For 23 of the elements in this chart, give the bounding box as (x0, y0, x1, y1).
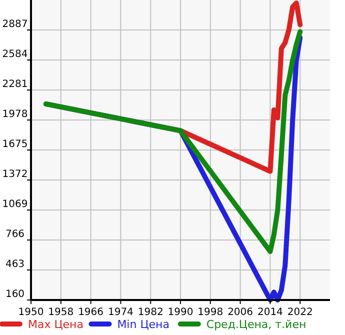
y-tick-label: 1675 (2, 139, 28, 150)
y-tick-label: 463 (5, 259, 25, 270)
x-tick-label: 1998 (198, 307, 224, 318)
x-tick-label: 1974 (108, 307, 134, 318)
x-tick-label: 1982 (138, 307, 164, 318)
x-tick-label: 2014 (257, 307, 283, 318)
y-tick-label: 2584 (2, 49, 28, 60)
legend-label: Max Цена (28, 318, 84, 331)
y-tick-label: 1978 (2, 109, 28, 120)
x-tick-label: 1990 (168, 307, 194, 318)
y-tick-label: 160 (5, 289, 25, 300)
x-tick-label: 1950 (18, 307, 44, 318)
x-tick-label: 1966 (78, 307, 104, 318)
legend-label: Сред.Цена, т.йен (206, 318, 306, 331)
y-tick-label: 766 (5, 229, 25, 240)
x-tick-label: 2006 (228, 307, 254, 318)
y-tick-label: 2887 (2, 19, 28, 30)
legend-label: Min Цена (117, 318, 170, 331)
x-tick-label: 1958 (48, 307, 74, 318)
y-tick-label: 1069 (2, 199, 28, 210)
y-tick-label: 1372 (2, 169, 28, 180)
y-tick-label: 2281 (2, 79, 28, 90)
x-tick-label: 2022 (287, 307, 313, 318)
